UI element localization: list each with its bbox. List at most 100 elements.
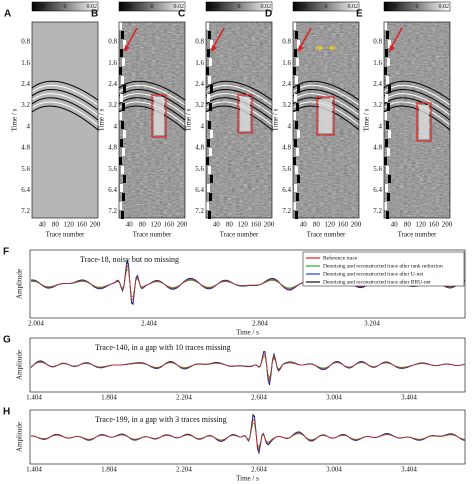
missing-trace: [122, 103, 125, 111]
missing-trace: [384, 157, 387, 165]
x-axis-label: Trace number: [46, 231, 85, 239]
missing-trace: [208, 166, 211, 174]
missing-trace: [295, 76, 298, 84]
y-tick-label: 6.4: [108, 186, 117, 194]
x-tick-label: 2.804: [252, 320, 268, 328]
y-tick-label: 2.4: [282, 80, 291, 88]
colorbar: [383, 1, 451, 12]
y-tick-label: 5.6: [195, 165, 204, 173]
missing-trace: [208, 211, 211, 219]
x-tick-label: 3.204: [364, 320, 380, 328]
y-tick-label: 2.4: [195, 80, 204, 88]
annotation: Trace-18, noisy but no missing: [80, 255, 179, 264]
x-tick-label: 2.404: [141, 320, 157, 328]
seismic-event: [292, 93, 360, 116]
gap-box: [151, 94, 167, 138]
y-tick-label: 1.6: [282, 59, 291, 67]
x-tick-label: 2.004: [28, 320, 44, 328]
x-tick-label: 200: [177, 221, 188, 229]
x-tick-label: 80: [226, 221, 234, 229]
y-tick-label: 0.8: [373, 38, 382, 46]
colorbar: [205, 1, 273, 12]
missing-trace: [206, 202, 209, 210]
missing-trace: [293, 202, 296, 210]
colorbar-label: 0.02: [439, 4, 450, 10]
missing-trace: [388, 130, 391, 138]
missing-trace: [295, 31, 298, 39]
missing-trace: [385, 184, 388, 192]
missing-trace: [208, 76, 211, 84]
legend-label: Denoising and reconstructed trace after …: [323, 270, 424, 277]
yellow-arrow: [315, 45, 324, 51]
missing-trace: [120, 139, 123, 147]
arrow: [125, 27, 138, 49]
missing-trace: [119, 157, 122, 165]
missing-trace: [293, 67, 296, 75]
y-tick-label: 1.6: [108, 59, 117, 67]
seismic-event: [31, 105, 99, 131]
y-tick-label: 0.8: [282, 38, 291, 46]
missing-trace: [207, 94, 210, 102]
x-axis-label: Trace number: [307, 231, 346, 239]
missing-trace: [121, 76, 124, 84]
gap-box: [237, 94, 253, 134]
missing-trace: [294, 49, 297, 57]
colorbar-label: -0.02: [33, 4, 46, 10]
gap-box: [316, 96, 335, 136]
missing-trace: [119, 67, 122, 75]
y-tick-label: 4.8: [108, 144, 117, 152]
missing-trace: [207, 49, 210, 57]
missing-trace: [296, 103, 299, 111]
missing-trace: [293, 112, 296, 120]
y-tick-label: 6.4: [282, 186, 291, 194]
missing-trace: [123, 85, 126, 93]
y-tick-label: 2.4: [21, 80, 30, 88]
x-tick-label: 1.804: [101, 466, 117, 474]
panel-letter: B: [91, 9, 98, 20]
x-tick-label: 80: [139, 221, 147, 229]
x-tick-label: 1.404: [26, 466, 42, 474]
seismic-event: [205, 89, 273, 111]
seismic-event: [31, 101, 99, 126]
y-tick-label: 3.2: [373, 101, 382, 109]
missing-trace: [293, 22, 296, 30]
missing-trace: [387, 58, 390, 66]
gap-fill: [154, 97, 164, 135]
seismic-event: [31, 89, 99, 111]
arrow-head: [124, 45, 130, 52]
x-tick-label: 1.404: [26, 394, 42, 402]
missing-trace: [295, 121, 298, 129]
y-axis-label: Time / s: [272, 108, 280, 131]
arrow: [299, 27, 312, 49]
x-tick-label: 3.004: [326, 466, 342, 474]
y-tick-label: 4: [201, 122, 205, 130]
seismic-event: [118, 97, 186, 121]
x-tick-label: 160: [164, 221, 175, 229]
colorbar-label: -0.02: [207, 4, 220, 10]
missing-trace: [294, 139, 297, 147]
arrow: [390, 27, 403, 49]
x-tick-label: 40: [300, 221, 308, 229]
colorbar-label: -0.02: [385, 4, 398, 10]
missing-trace: [388, 175, 391, 183]
missing-trace: [120, 94, 123, 102]
seismic-event: [31, 93, 99, 116]
x-tick-label: 80: [404, 221, 412, 229]
plot-frame: [118, 21, 186, 219]
panel-letter: D: [265, 9, 272, 20]
seismic-event: [118, 89, 186, 111]
y-tick-label: 1.6: [373, 59, 382, 67]
missing-trace: [387, 193, 390, 201]
y-tick-label: 7.2: [195, 207, 204, 215]
missing-trace: [297, 85, 300, 93]
y-tick-label: 4.8: [21, 144, 30, 152]
waveform: [30, 418, 465, 451]
missing-trace: [209, 193, 212, 201]
annotation: Trace-199, in a gap with 3 traces missin…: [95, 415, 227, 424]
missing-trace: [207, 184, 210, 192]
arrow: [212, 27, 225, 49]
missing-trace: [296, 148, 299, 156]
missing-trace: [296, 193, 299, 201]
y-tick-label: 5.6: [108, 165, 117, 173]
